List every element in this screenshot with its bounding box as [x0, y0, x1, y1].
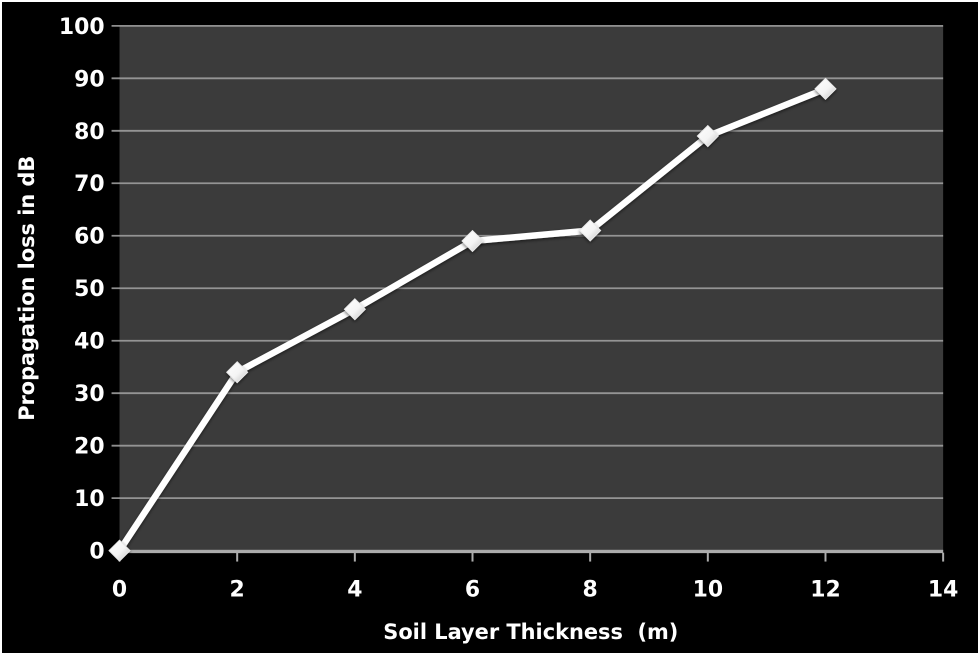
y-tick-label: 0 [89, 540, 104, 565]
x-tick-label: 10 [693, 577, 723, 602]
data-point-marker [343, 298, 367, 321]
y-tick-label: 70 [74, 172, 104, 197]
x-axis-title: Soil Layer Thickness (m) [383, 620, 678, 644]
data-point-marker [696, 124, 719, 148]
x-tick-label: 14 [928, 577, 958, 602]
data-point-marker [461, 229, 484, 253]
x-tick-label: 0 [112, 577, 127, 602]
x-tick-label: 12 [810, 577, 840, 602]
data-point-marker [226, 361, 249, 384]
y-tick-label: 50 [74, 277, 104, 302]
y-tick-label: 80 [74, 120, 104, 145]
x-tick-label: 8 [583, 577, 598, 602]
y-tick-label: 100 [59, 15, 105, 40]
x-tick-label: 6 [465, 577, 480, 602]
y-axis-title: Propagation loss in dB [15, 156, 39, 421]
data-point-marker [108, 539, 131, 562]
data-point-marker [578, 219, 602, 242]
x-tick-label: 4 [347, 577, 362, 602]
y-tick-label: 10 [74, 487, 104, 512]
y-tick-label: 40 [74, 330, 104, 355]
plot-area: 0 10 20 30 40 50 60 70 80 90 100 0 2 4 6 8 10 12 14 [59, 15, 959, 603]
y-tick-label: 60 [74, 225, 104, 250]
x-tick-label: 2 [230, 577, 245, 602]
y-tick-label: 30 [74, 382, 104, 407]
y-tick-label: 90 [74, 67, 104, 92]
data-point-marker [814, 77, 837, 100]
y-tick-label: 20 [74, 435, 104, 460]
